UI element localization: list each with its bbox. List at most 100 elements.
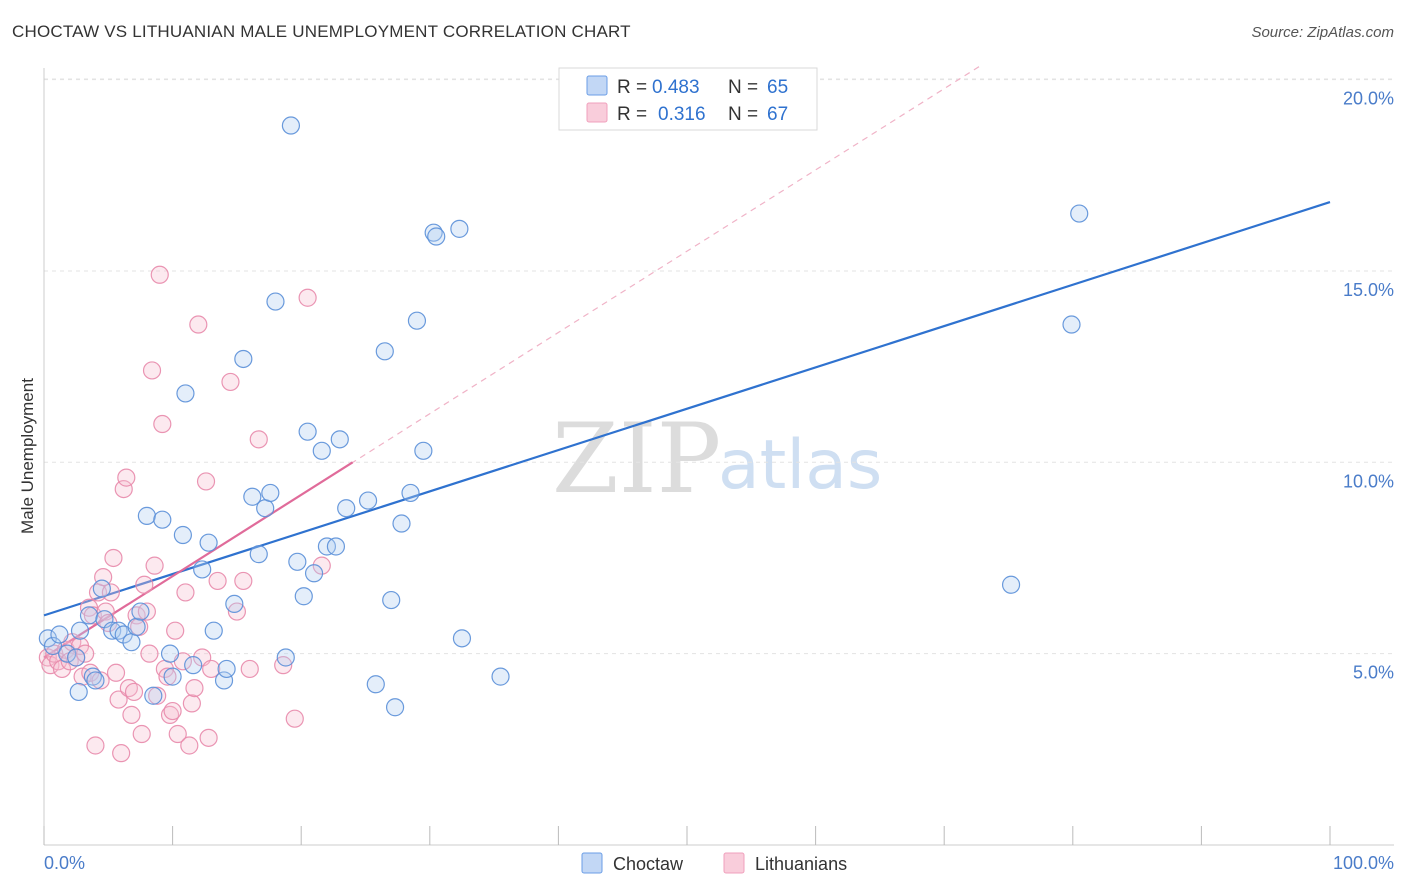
point-choctaw-9 — [86, 671, 105, 690]
point-choctaw-54 — [392, 514, 411, 533]
point-lithuanians-29 — [122, 705, 141, 724]
y-axis-label: Male Unemployment — [18, 378, 37, 534]
x-tick-labels: 0.0% 100.0% — [44, 853, 1394, 873]
y-tick-label-15: 15.0% — [1343, 280, 1394, 300]
point-lithuanians-36 — [140, 644, 159, 663]
axes — [43, 68, 1394, 846]
point-lithuanians-34 — [135, 575, 154, 594]
point-lithuanians-61 — [234, 571, 253, 591]
x-ticks — [43, 826, 1331, 845]
point-choctaw-30 — [217, 659, 236, 679]
y-tick-label-5: 5.0% — [1353, 663, 1394, 683]
trend-lines — [43, 63, 1331, 659]
point-lithuanians-63 — [249, 430, 268, 449]
point-lithuanians-46 — [166, 621, 185, 640]
legend-r-value-choctaw: 0.483 — [652, 77, 700, 98]
point-choctaw-38 — [276, 648, 295, 667]
point-choctaw-65 — [1070, 204, 1089, 223]
point-choctaw-49 — [358, 491, 378, 510]
point-lithuanians-39 — [148, 686, 167, 705]
point-choctaw-36 — [261, 483, 280, 503]
point-lithuanians-15 — [86, 736, 105, 755]
x-tick-label-min: 0.0% — [44, 853, 85, 873]
point-choctaw-51 — [375, 342, 394, 361]
point-lithuanians-38 — [145, 556, 164, 575]
point-lithuanians-43 — [158, 667, 177, 686]
point-choctaw-50 — [366, 675, 385, 694]
legend-swatch-choctaw — [586, 75, 608, 96]
point-choctaw-52 — [382, 590, 401, 610]
point-lithuanians-55 — [196, 472, 216, 491]
point-choctaw-26 — [193, 560, 212, 579]
point-choctaw-33 — [243, 487, 262, 506]
point-lithuanians-37 — [142, 361, 162, 380]
point-choctaw-24 — [176, 384, 195, 403]
bottom-legend-swatch-lithuanians — [723, 852, 745, 874]
point-choctaw-44 — [312, 441, 331, 460]
point-choctaw-55 — [401, 483, 420, 503]
point-choctaw-48 — [337, 499, 356, 518]
point-choctaw-17 — [131, 602, 150, 621]
point-choctaw-21 — [160, 644, 180, 663]
point-choctaw-41 — [294, 587, 313, 606]
point-choctaw-20 — [153, 510, 172, 529]
point-lithuanians-59 — [221, 372, 240, 392]
point-lithuanians-47 — [168, 724, 187, 744]
point-choctaw-5 — [70, 621, 90, 640]
point-lithuanians-18 — [94, 568, 113, 587]
point-choctaw-6 — [69, 682, 88, 702]
point-lithuanians-58 — [208, 571, 227, 591]
legend-n-label-lithuanians: N = — [728, 104, 758, 125]
point-lithuanians-52 — [185, 678, 204, 698]
point-choctaw-25 — [184, 656, 203, 675]
watermark: ZIP atlas — [552, 403, 882, 515]
legend: R = 0.483 N = 65 R = 0.316 N = 67 — [558, 67, 818, 131]
legend-r-value-lithuanians: 0.316 — [658, 104, 706, 125]
point-choctaw-56 — [407, 311, 427, 330]
bottom-legend-label-lithuanians: Lithuanians — [755, 854, 847, 874]
legend-swatch-lithuanians — [586, 102, 608, 123]
legend-n-value-lithuanians: 67 — [767, 104, 788, 125]
point-lithuanians-24 — [109, 690, 128, 709]
point-choctaw-18 — [137, 506, 156, 525]
legend-n-label-choctaw: N = — [728, 77, 758, 98]
point-choctaw-7 — [79, 606, 99, 625]
y-tick-labels: 5.0% 10.0% 15.0% 20.0% — [1343, 89, 1394, 683]
trend-extension-lithuanians — [43, 63, 984, 658]
point-choctaw-34 — [249, 545, 268, 564]
point-choctaw-43 — [304, 564, 324, 583]
trend-line-lithuanians — [43, 461, 354, 659]
point-lithuanians-50 — [180, 736, 199, 755]
point-lithuanians-11 — [76, 644, 95, 663]
point-choctaw-39 — [281, 116, 301, 135]
point-lithuanians-49 — [176, 583, 195, 602]
point-lithuanians-30 — [124, 682, 144, 702]
point-lithuanians-66 — [298, 288, 317, 307]
point-choctaw-62 — [491, 667, 510, 686]
point-choctaw-32 — [234, 349, 253, 369]
point-lithuanians-53 — [189, 315, 208, 334]
point-lithuanians-51 — [182, 694, 201, 713]
point-choctaw-47 — [330, 430, 349, 449]
point-choctaw-57 — [414, 441, 433, 460]
point-choctaw-63 — [1001, 575, 1021, 594]
point-lithuanians-22 — [104, 548, 123, 568]
point-choctaw-1 — [43, 636, 63, 656]
point-choctaw-31 — [225, 594, 244, 613]
bottom-legend-label-choctaw: Choctaw — [613, 854, 684, 874]
point-lithuanians-23 — [106, 663, 126, 682]
point-choctaw-12 — [103, 621, 122, 640]
chart-source: Source: ZipAtlas.com — [1251, 24, 1394, 41]
y-tick-label-20: 20.0% — [1343, 89, 1394, 109]
point-choctaw-27 — [199, 533, 218, 552]
point-choctaw-42 — [298, 422, 317, 441]
point-lithuanians-65 — [285, 709, 304, 728]
point-lithuanians-21 — [101, 583, 120, 602]
point-lithuanians-41 — [153, 414, 172, 434]
y-tick-label-10: 10.0% — [1343, 471, 1394, 491]
point-choctaw-35 — [256, 499, 275, 518]
watermark-atlas: atlas — [718, 426, 882, 505]
point-choctaw-29 — [214, 671, 234, 690]
point-choctaw-64 — [1062, 315, 1081, 334]
